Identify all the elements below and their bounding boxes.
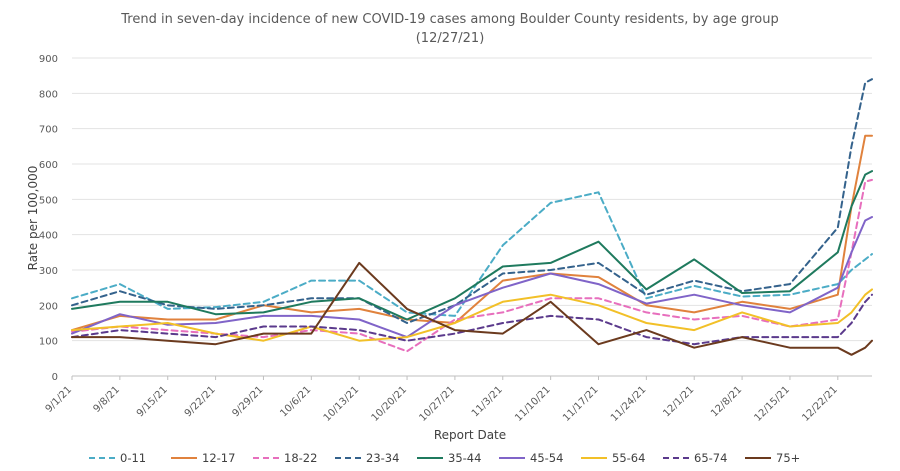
x-tick-label: 11/24/21 <box>609 384 649 424</box>
legend-label-18-22: 18-22 <box>284 451 317 465</box>
legend-label-12-17: 12-17 <box>202 451 235 465</box>
series-line-35-44 <box>71 170 873 321</box>
series-lines <box>71 78 873 356</box>
legend-label-45-54: 45-54 <box>530 451 563 465</box>
series-line-0-11 <box>71 191 873 317</box>
series-line-55-64 <box>71 288 873 342</box>
x-tick-label: 9/1/21 <box>44 384 75 415</box>
legend-label-23-34: 23-34 <box>366 451 399 465</box>
legend-label-55-64: 55-64 <box>612 451 645 465</box>
y-tick-label: 100 <box>39 337 58 348</box>
x-tick-label: 10/20/21 <box>370 384 410 424</box>
x-axis-label: Report Date <box>434 428 506 442</box>
series-line-65-74 <box>71 293 873 346</box>
series-line-45-54 <box>71 216 873 339</box>
series-line-12-17 <box>71 134 873 332</box>
y-tick-label: 500 <box>39 195 58 206</box>
x-tick-label: 10/6/21 <box>278 384 313 419</box>
legend-label-75+: 75+ <box>776 451 800 465</box>
x-tick-label: 9/8/21 <box>91 384 122 415</box>
y-tick-label: 300 <box>39 266 58 277</box>
y-tick-label: 800 <box>39 89 58 100</box>
y-tick-label: 900 <box>39 54 58 65</box>
y-tick-label: 700 <box>39 125 58 136</box>
x-tick-label: 12/1/21 <box>661 384 696 419</box>
x-tick-label: 9/22/21 <box>183 384 218 419</box>
chart-title: Trend in seven-day incidence of new COVI… <box>120 12 778 27</box>
series-line-75+ <box>71 261 873 356</box>
legend: 0-11 12-17 18-22 23-34 35-44 45-54 55-64 65-74 7… <box>89 451 800 465</box>
series-line-18-22 <box>71 178 873 353</box>
y-tick-label: 0 <box>52 372 58 383</box>
x-tick-label: 12/22/21 <box>800 384 840 424</box>
x-tick-label: 9/29/21 <box>231 384 266 419</box>
x-tick-label: 10/27/21 <box>417 384 457 424</box>
legend-label-35-44: 35-44 <box>448 451 481 465</box>
x-tick-label: 11/10/21 <box>513 384 553 424</box>
x-axis-ticks: 9/1/21 9/8/21 9/15/21 9/22/21 9/29/21 10/6/21… <box>44 376 840 424</box>
series-line-23-34 <box>71 78 873 324</box>
x-tick-label: 9/15/21 <box>135 384 170 419</box>
y-axis-label: Rate per 100,000 <box>26 166 40 271</box>
x-tick-label: 11/17/21 <box>561 384 601 424</box>
legend-label-0-11: 0-11 <box>120 451 146 465</box>
x-tick-label: 12/8/21 <box>709 384 744 419</box>
x-tick-label: 12/15/21 <box>753 384 793 424</box>
x-tick-label: 10/13/21 <box>322 384 362 424</box>
y-tick-label: 200 <box>39 301 58 312</box>
gridlines <box>72 57 872 377</box>
x-tick-label: 11/3/21 <box>470 384 505 419</box>
chart-subtitle: (12/27/21) <box>416 31 485 46</box>
legend-label-65-74: 65-74 <box>694 451 727 465</box>
y-tick-label: 600 <box>39 160 58 171</box>
y-axis-ticks: 0 100 200 300 400 500 600 700 800 900 <box>39 54 58 383</box>
y-tick-label: 400 <box>39 231 58 242</box>
